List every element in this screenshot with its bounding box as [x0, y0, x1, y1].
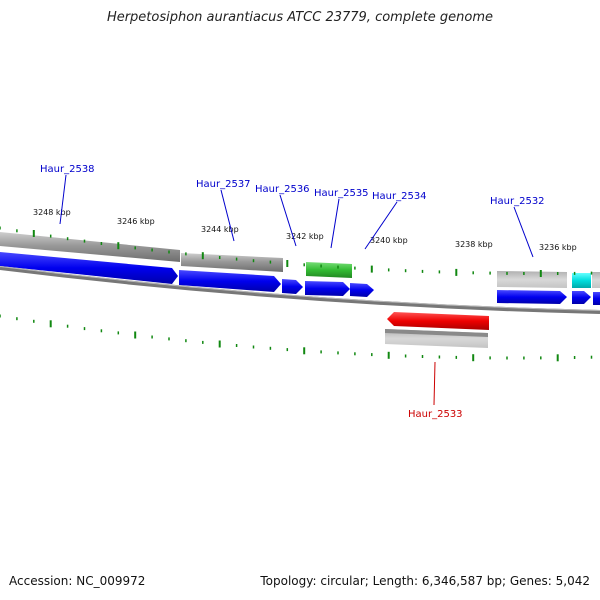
forward-cds-arrow-2 — [179, 270, 281, 292]
gene-label-leaders — [59, 174, 534, 406]
reverse-cds-arrow — [387, 312, 489, 330]
forward-cds-arrow-4 — [305, 281, 350, 296]
gene-label-haur-2532[interactable]: Haur_2532 — [490, 196, 545, 207]
tick-label-3244: 3244 kbp — [201, 225, 239, 234]
gray-feature-upper-3 — [497, 271, 567, 288]
tick-label-3238: 3238 kbp — [455, 240, 493, 249]
gray-feature-lower — [385, 329, 488, 348]
gene-label-haur-2536[interactable]: Haur_2536 — [255, 184, 310, 195]
gene-label-haur-2534[interactable]: Haur_2534 — [372, 191, 427, 202]
tick-labels: 3248 kbp 3246 kbp 3244 kbp 3242 kbp 3240… — [33, 208, 577, 252]
gene-label-haur-2533[interactable]: Haur_2533 — [408, 409, 463, 420]
gray-feature-upper-2 — [181, 253, 283, 272]
tick-ruler-upper — [0, 226, 593, 277]
tick-ruler-lower — [0, 314, 593, 362]
forward-cds-arrow-1 — [0, 252, 178, 284]
tick-label-3236: 3236 kbp — [539, 243, 577, 252]
topology-summary-text: Topology: circular; Length: 6,346,587 bp… — [260, 574, 590, 588]
map-title: Herpetosiphon aurantiacus ATCC 23779, co… — [106, 10, 494, 25]
accession-text: Accession: NC_009972 — [9, 574, 146, 588]
genome-backbone — [0, 266, 600, 314]
gray-feature-upper-4 — [592, 272, 600, 288]
tick-label-3242: 3242 kbp — [286, 232, 324, 241]
tick-label-3248: 3248 kbp — [33, 208, 71, 217]
cyan-feature — [572, 273, 591, 288]
forward-cds-arrow-8 — [593, 292, 600, 305]
gene-labels: Haur_2538 Haur_2537 Haur_2536 Haur_2535 … — [40, 164, 545, 420]
forward-cds-arrow-5 — [350, 283, 374, 297]
tick-label-3246: 3246 kbp — [117, 217, 155, 226]
gray-feature-upper-1 — [0, 232, 180, 262]
green-feature — [306, 262, 352, 278]
gene-label-haur-2538[interactable]: Haur_2538 — [40, 164, 95, 175]
gene-label-haur-2535[interactable]: Haur_2535 — [314, 188, 369, 199]
forward-cds-arrow-6 — [497, 290, 567, 304]
forward-cds-arrow-7 — [572, 291, 591, 304]
tick-label-3240: 3240 kbp — [370, 236, 408, 245]
forward-cds-arrow-3 — [282, 279, 303, 294]
gene-label-haur-2537[interactable]: Haur_2537 — [196, 179, 251, 190]
